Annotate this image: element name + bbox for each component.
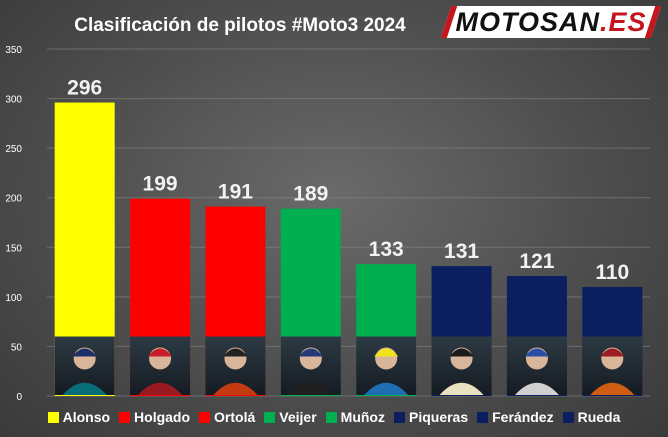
rider-suit (590, 382, 635, 395)
legend-swatch (477, 411, 489, 423)
rider-photo (205, 336, 266, 395)
motosan-logo-text: MOTOSAN.ES (452, 6, 650, 38)
data-label: 199 (143, 173, 178, 196)
legend-item: Ferández (477, 409, 554, 425)
legend-item: Rueda (562, 409, 621, 425)
y-tick-label: 200 (5, 194, 22, 205)
rider-cap (449, 348, 474, 357)
rider-suit (213, 382, 258, 395)
y-tick-label: 300 (5, 95, 22, 106)
data-label: 131 (444, 240, 479, 263)
rider-photo (506, 336, 567, 395)
legend-label: Rueda (577, 409, 621, 425)
data-label: 121 (519, 250, 554, 273)
data-label: 110 (595, 261, 629, 284)
rider-cap (223, 348, 248, 357)
rider-suit (288, 382, 333, 395)
y-tick-label: 150 (5, 243, 22, 254)
rider-cap (148, 348, 173, 357)
rider-cap (600, 348, 625, 357)
y-tick-label: 250 (5, 144, 22, 155)
legend-item: Ortolá (199, 409, 255, 425)
logo-suffix-text: .ES (599, 7, 647, 37)
data-label: 296 (67, 77, 102, 100)
legend-item: Piqueras (393, 409, 469, 425)
rider-cap (298, 348, 323, 357)
data-label: 189 (293, 183, 328, 206)
legend-item: Veijer (264, 409, 317, 425)
legend-label: Holgado (134, 409, 191, 425)
legend-item: Alonso (47, 409, 111, 425)
legend-label: Ortolá (214, 409, 256, 425)
legend-swatch (119, 411, 131, 423)
legend-swatch (325, 411, 337, 423)
rider-photo (582, 336, 643, 395)
rider-photo (130, 336, 191, 395)
y-tick-label: 50 (11, 342, 23, 353)
chart-title: Clasificación de pilotos #Moto3 2024 (74, 15, 406, 36)
logo-main-text: MOTOSAN (455, 7, 600, 37)
data-label: 133 (369, 238, 404, 261)
rider-photo (356, 336, 417, 395)
data-label: 191 (218, 181, 253, 204)
chart-legend: Alonso Holgado Ortolá Veijer Muñoz Piqueras Fe… (0, 406, 668, 428)
legend-label: Alonso (62, 409, 111, 425)
legend-swatch (393, 411, 405, 423)
legend-swatch (562, 411, 574, 423)
y-tick-label: 100 (5, 293, 22, 304)
rider-photo (280, 336, 341, 395)
legend-label: Ferández (492, 409, 554, 425)
rider-cap (524, 348, 549, 357)
rider-suit (138, 382, 183, 395)
rider-suit (439, 382, 484, 395)
legend-item: Muñoz (325, 409, 385, 425)
legend-label: Muñoz (340, 409, 385, 425)
legend-label: Piqueras (408, 409, 469, 425)
rider-suit (514, 382, 559, 395)
legend-swatch (199, 411, 211, 423)
y-tick-label: 0 (16, 392, 22, 403)
rider-cap (72, 348, 97, 357)
rider-photo (431, 336, 492, 395)
legend-swatch (47, 411, 59, 423)
legend-swatch (264, 411, 276, 423)
rider-suit (364, 382, 409, 395)
y-tick-label: 350 (5, 45, 22, 56)
rider-cap (374, 348, 399, 357)
rider-suit (62, 382, 107, 395)
rider-photo (54, 336, 115, 395)
legend-label: Veijer (279, 409, 317, 425)
legend-item: Holgado (119, 409, 190, 425)
